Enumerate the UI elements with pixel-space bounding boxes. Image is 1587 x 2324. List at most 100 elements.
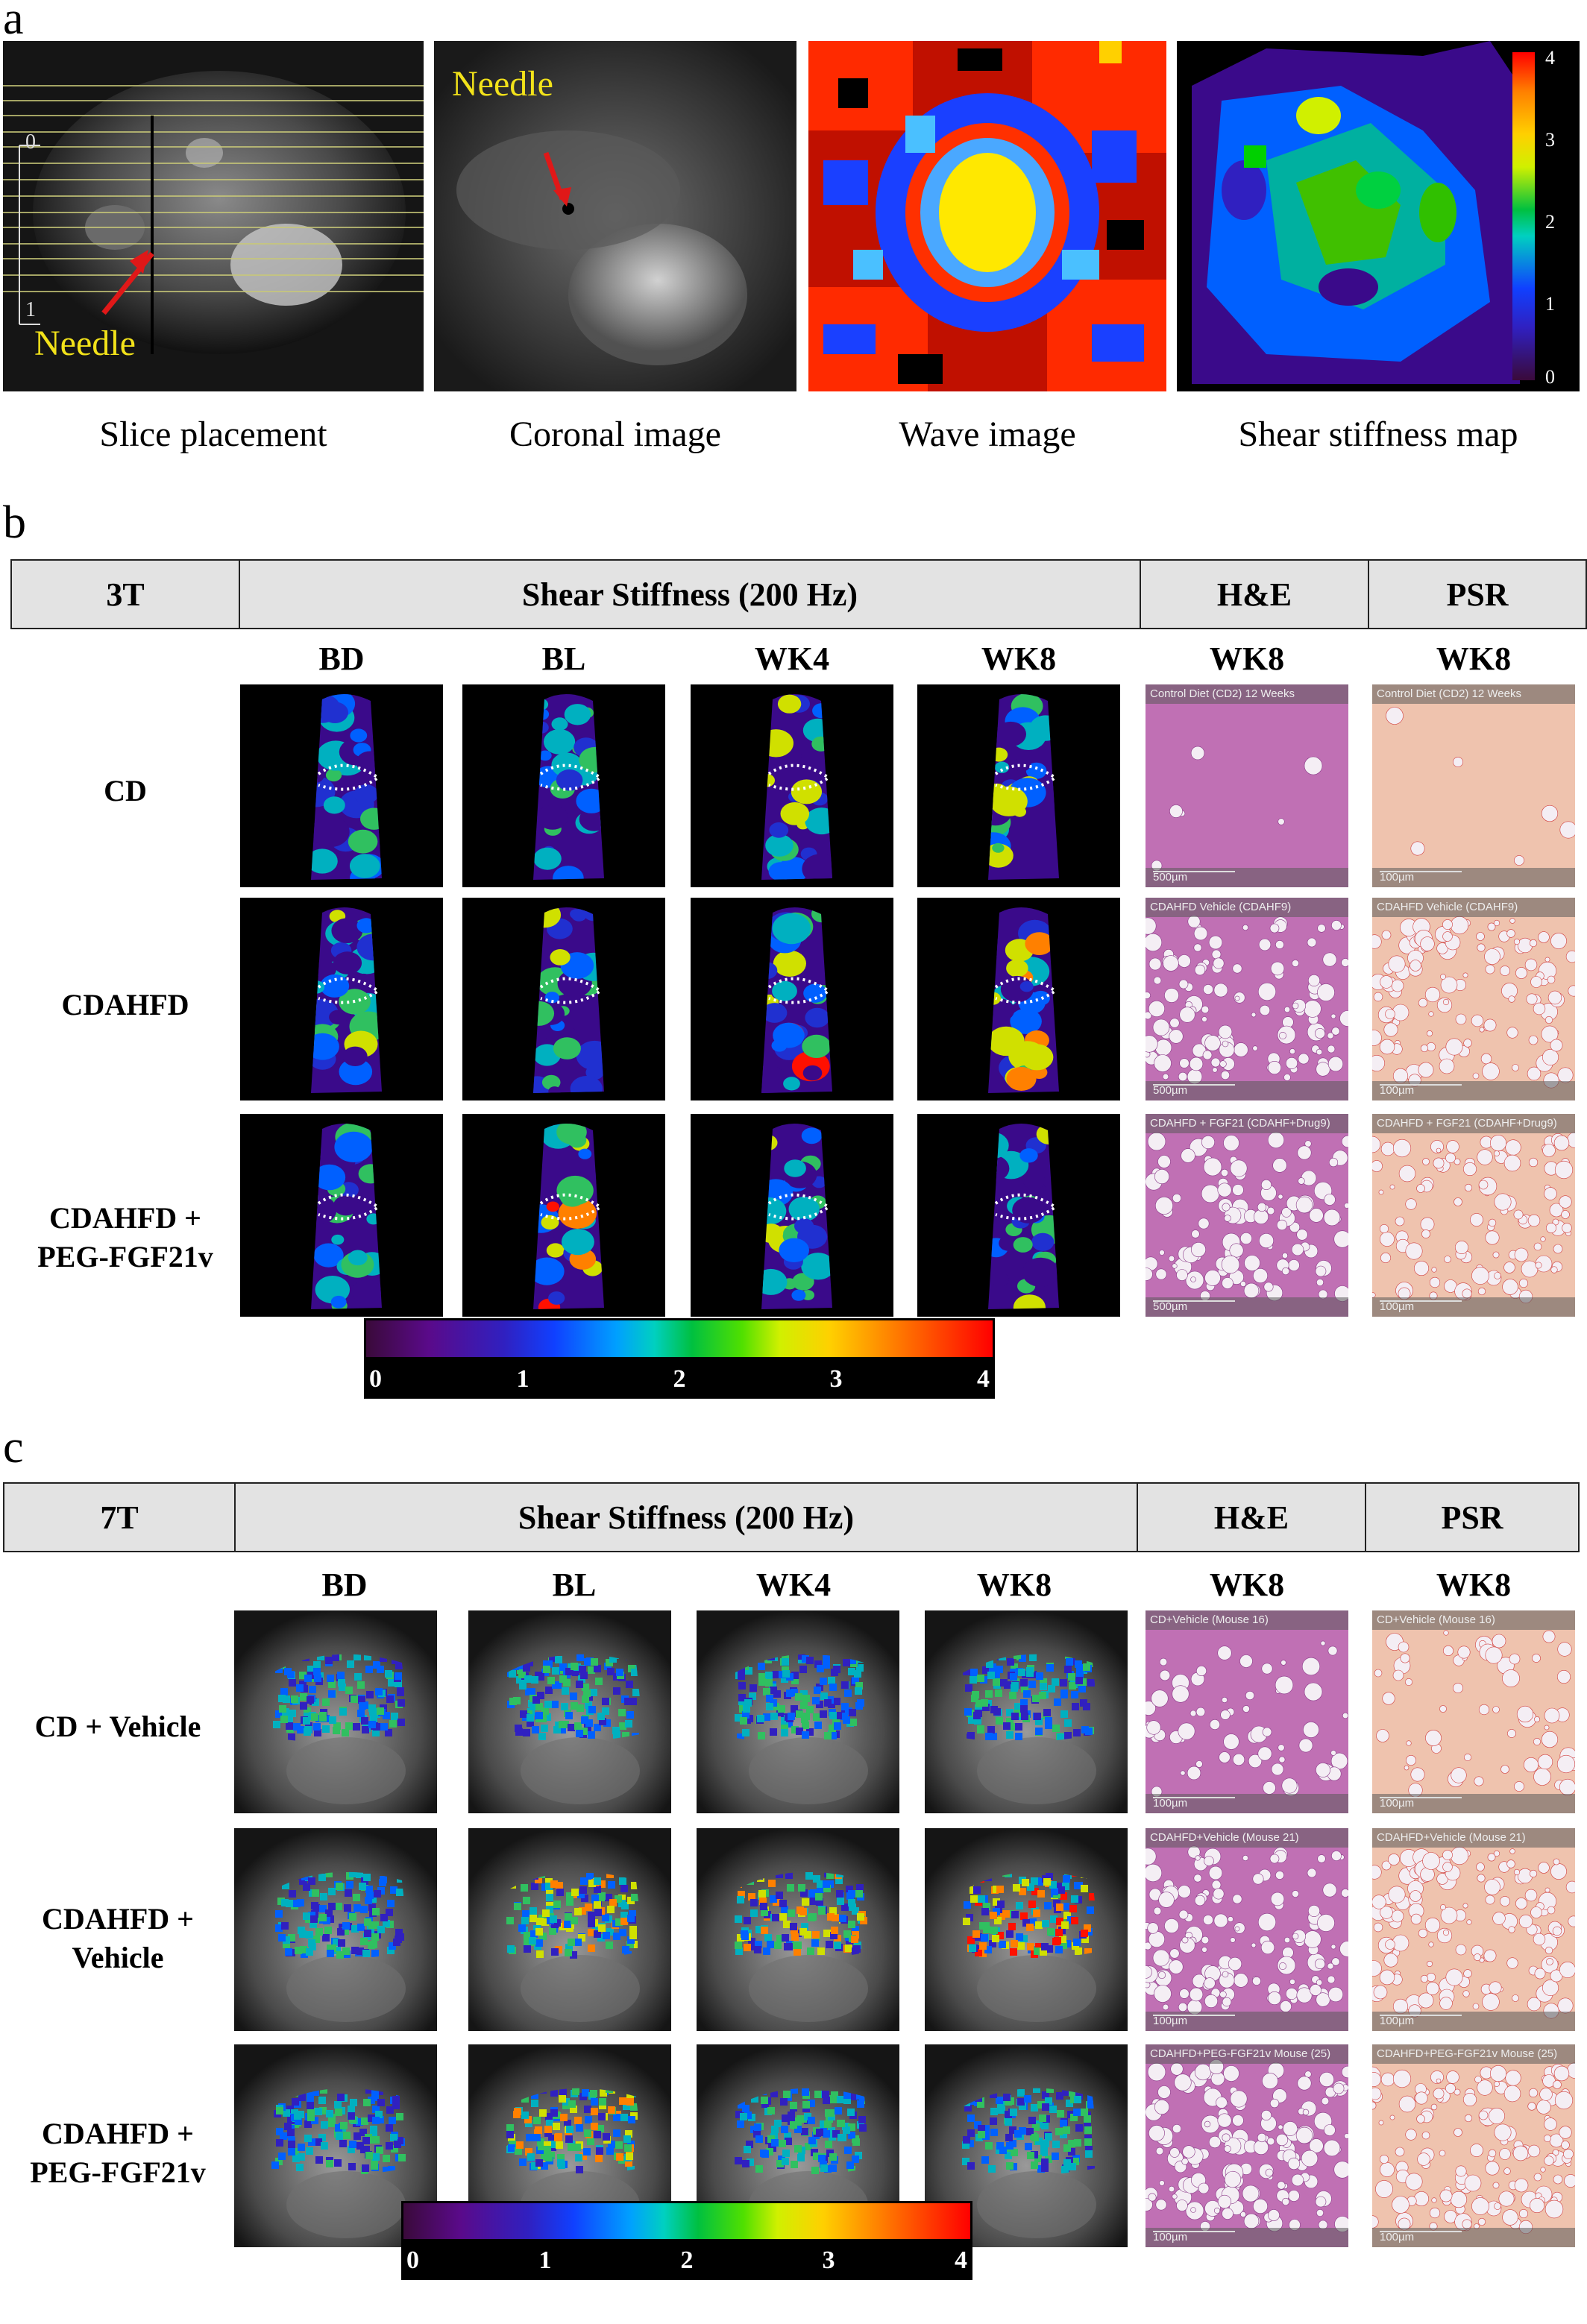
coronal-image-caption: Coronal image (509, 415, 721, 454)
scale-bar-label: 100µm (1380, 2231, 1415, 2243)
scale-bar-label: 100µm (1380, 2015, 1415, 2027)
mre-stiffness-map (468, 1828, 671, 2031)
psr-histology-image: CDAHFD+Vehicle (Mouse 21) 100µm (1372, 1828, 1575, 2031)
colorbar-tick: 0 (406, 2246, 419, 2274)
histology-sample-label: CDAHFD Vehicle (CDAHF9) (1377, 901, 1518, 913)
mre-stiffness-map (925, 1610, 1128, 1813)
scale-bar-label: 100µm (1153, 2015, 1188, 2027)
slice-placement-caption: Slice placement (99, 415, 327, 454)
needle-label: Needle (34, 324, 136, 363)
mre-stiffness-map (240, 684, 443, 887)
histology-sample-label: Control Diet (CD2) 12 Weeks (1377, 687, 1521, 700)
psr-histology-image: CDAHFD + FGF21 (CDAHF+Drug9) 100µm (1372, 1114, 1575, 1317)
mre-stiffness-map (462, 684, 665, 887)
psr-histology-image: CDAHFD+PEG-FGF21v Mouse (25) 100µm (1372, 2044, 1575, 2247)
mre-stiffness-map (240, 1114, 443, 1317)
column-label-bl: BL (541, 640, 586, 677)
column-label-bd: BD (321, 1566, 368, 1603)
ruler-top-label: 0 (25, 130, 36, 154)
scale-bar-label: 500µm (1153, 1084, 1188, 1097)
ruler-bottom-label: 1 (25, 298, 36, 321)
header-he: H&E (1141, 561, 1369, 628)
histology-sample-label: CDAHFD+PEG-FGF21v Mouse (25) (1150, 2047, 1331, 2060)
row-label-cdahfd-vehicle: CDAHFD + Vehicle (42, 1902, 194, 1974)
histology-sample-label: CDAHFD+Vehicle (Mouse 21) (1377, 1831, 1526, 1844)
histology-sample-label: CDAHFD+Vehicle (Mouse 21) (1150, 1831, 1299, 1844)
header-field-strength: 7T (4, 1484, 236, 1551)
wave-image (808, 41, 1166, 391)
histology-sample-label: CDAHFD + FGF21 (CDAHF+Drug9) (1150, 1117, 1330, 1130)
mre-stiffness-map (917, 1114, 1120, 1317)
mre-stiffness-map (691, 684, 893, 887)
mre-stiffness-map (691, 898, 893, 1100)
colorbar-tick: 4 (977, 1365, 990, 1393)
shear-map-tick-1: 1 (1545, 293, 1555, 315)
colorbar-tick: 0 (369, 1365, 382, 1393)
scale-bar-label: 100µm (1153, 1797, 1188, 1810)
needle-label: Needle (452, 64, 553, 104)
column-label-psr-wk8: WK8 (1436, 640, 1512, 677)
column-label-wk8: WK8 (976, 1566, 1052, 1603)
column-label-bd: BD (318, 640, 365, 677)
coronal-image: Needle (434, 41, 796, 391)
mre-stiffness-map (917, 684, 1120, 887)
row-label-cd: CD (104, 774, 147, 807)
panel-c-colorbar: 0 1 2 3 4 (401, 2201, 972, 2280)
panel-a-letter: a (3, 0, 24, 44)
colorbar-tick: 4 (955, 2246, 967, 2274)
histology-sample-label: CDAHFD + FGF21 (CDAHF+Drug9) (1377, 1117, 1557, 1130)
colorbar-tick: 1 (516, 1365, 529, 1393)
column-label-psr-wk8: WK8 (1436, 1566, 1512, 1603)
wave-image-caption: Wave image (899, 415, 1076, 454)
histology-sample-label: CDAHFD+PEG-FGF21v Mouse (25) (1377, 2047, 1558, 2060)
row-label-cdahfd-peg: CDAHFD + PEG-FGF21v (37, 1201, 213, 1273)
column-label-he-wk8: WK8 (1209, 640, 1285, 677)
scale-bar-label: 100µm (1380, 1797, 1415, 1810)
colorbar-tick: 1 (538, 2246, 552, 2274)
scale-bar-label: 500µm (1153, 1300, 1188, 1313)
header-he: H&E (1138, 1484, 1366, 1551)
histology-sample-label: CD+Vehicle (Mouse 16) (1150, 1613, 1269, 1626)
colorbar-tick: 2 (673, 1365, 686, 1393)
panel-c-letter: c (3, 1422, 24, 1473)
he-histology-image: CDAHFD + FGF21 (CDAHF+Drug9) 500µm (1146, 1114, 1348, 1317)
panel-b-header: 3T Shear Stiffness (200 Hz) H&E PSR (10, 559, 1587, 629)
mre-stiffness-map (462, 1114, 665, 1317)
scale-bar-label: 100µm (1380, 871, 1415, 884)
mre-stiffness-map (234, 1610, 437, 1813)
row-label-cdahfd: CDAHFD (61, 988, 189, 1021)
shear-map-tick-0: 0 (1545, 366, 1555, 388)
mre-stiffness-map (925, 1828, 1128, 2031)
slice-placement-image: 0 1 Needle (3, 41, 424, 391)
scale-bar-label: 100µm (1153, 2231, 1188, 2243)
shear-stiffness-map-caption: Shear stiffness map (1238, 415, 1518, 454)
panel-c-header: 7T Shear Stiffness (200 Hz) H&E PSR (3, 1482, 1580, 1552)
mre-stiffness-map (697, 1828, 899, 2031)
histology-sample-label: Control Diet (CD2) 12 Weeks (1150, 687, 1295, 700)
column-label-wk8: WK8 (981, 640, 1057, 677)
mre-stiffness-map (234, 1828, 437, 2031)
colorbar-tick: 3 (829, 1365, 843, 1393)
mre-stiffness-map (468, 1610, 671, 1813)
shear-map-tick-4: 4 (1545, 47, 1555, 69)
he-histology-image: CD+Vehicle (Mouse 16) 100µm (1146, 1610, 1348, 1813)
he-histology-image: CDAHFD Vehicle (CDAHF9) 500µm (1146, 898, 1348, 1100)
shear-map-tick-2: 2 (1545, 211, 1555, 233)
scale-bar-label: 100µm (1380, 1300, 1415, 1313)
row-label-cd-vehicle: CD + Vehicle (34, 1710, 201, 1743)
mre-stiffness-map (917, 898, 1120, 1100)
he-histology-image: CDAHFD+Vehicle (Mouse 21) 100µm (1146, 1828, 1348, 2031)
panel-b-letter: b (3, 497, 26, 548)
psr-histology-image: CDAHFD Vehicle (CDAHF9) 100µm (1372, 898, 1575, 1100)
mre-stiffness-map (691, 1114, 893, 1317)
mre-stiffness-map (462, 898, 665, 1100)
column-label-wk4: WK4 (754, 640, 830, 677)
row-label-cdahfd-peg: CDAHFD + PEG-FGF21v (30, 2117, 206, 2189)
shear-stiffness-map: 4 3 2 1 0 (1177, 41, 1580, 391)
panel-b-colorbar: 0 1 2 3 4 (364, 1318, 995, 1399)
shear-map-colorbar (1512, 52, 1535, 380)
psr-histology-image: CD+Vehicle (Mouse 16) 100µm (1372, 1610, 1575, 1813)
scale-bar-label: 500µm (1153, 871, 1188, 884)
header-shear-stiffness: Shear Stiffness (200 Hz) (240, 561, 1141, 628)
psr-histology-image: Control Diet (CD2) 12 Weeks 100µm (1372, 684, 1575, 887)
